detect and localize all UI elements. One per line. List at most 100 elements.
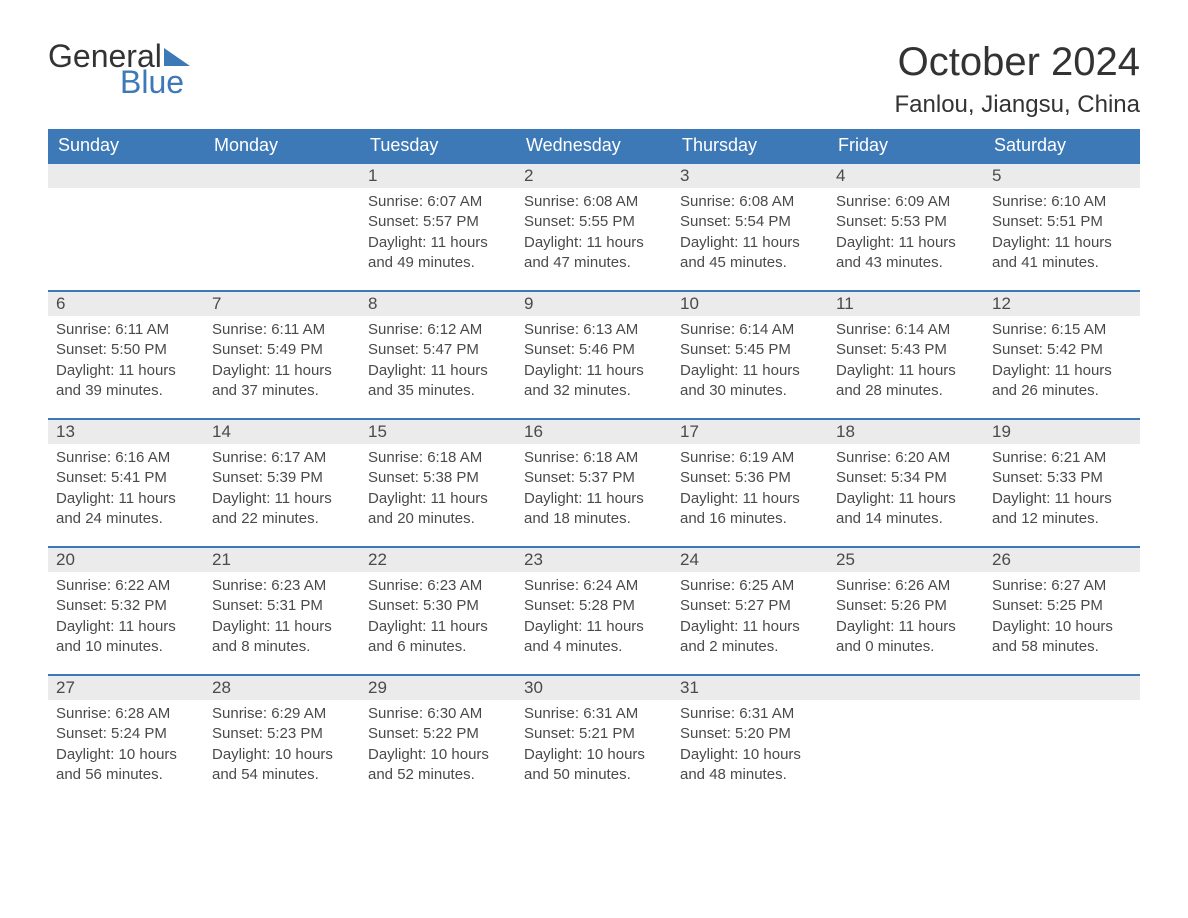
day-number: 21 xyxy=(204,548,360,572)
day-body: Sunrise: 6:17 AMSunset: 5:39 PMDaylight:… xyxy=(204,444,360,539)
day-number: 1 xyxy=(360,164,516,188)
sunset-line: Sunset: 5:27 PM xyxy=(680,596,820,616)
sunset-line: Sunset: 5:53 PM xyxy=(836,212,976,232)
day-cell: 20Sunrise: 6:22 AMSunset: 5:32 PMDayligh… xyxy=(48,548,204,674)
dow-cell: Saturday xyxy=(984,129,1140,162)
sunrise-line: Sunrise: 6:25 AM xyxy=(680,576,820,596)
sunset-line: Sunset: 5:37 PM xyxy=(524,468,664,488)
day-cell: 29Sunrise: 6:30 AMSunset: 5:22 PMDayligh… xyxy=(360,676,516,802)
day-number: 3 xyxy=(672,164,828,188)
day-number: 6 xyxy=(48,292,204,316)
dow-cell: Monday xyxy=(204,129,360,162)
day-cell: 18Sunrise: 6:20 AMSunset: 5:34 PMDayligh… xyxy=(828,420,984,546)
sunset-line: Sunset: 5:28 PM xyxy=(524,596,664,616)
day-cell xyxy=(48,164,204,290)
dow-cell: Friday xyxy=(828,129,984,162)
day-body: Sunrise: 6:23 AMSunset: 5:30 PMDaylight:… xyxy=(360,572,516,667)
day-cell: 8Sunrise: 6:12 AMSunset: 5:47 PMDaylight… xyxy=(360,292,516,418)
sunrise-line: Sunrise: 6:16 AM xyxy=(56,448,196,468)
sunrise-line: Sunrise: 6:11 AM xyxy=(212,320,352,340)
week-row: 13Sunrise: 6:16 AMSunset: 5:41 PMDayligh… xyxy=(48,418,1140,546)
day-cell: 4Sunrise: 6:09 AMSunset: 5:53 PMDaylight… xyxy=(828,164,984,290)
sunrise-line: Sunrise: 6:14 AM xyxy=(836,320,976,340)
day-number: 27 xyxy=(48,676,204,700)
sunset-line: Sunset: 5:31 PM xyxy=(212,596,352,616)
day-body: Sunrise: 6:25 AMSunset: 5:27 PMDaylight:… xyxy=(672,572,828,667)
day-body: Sunrise: 6:31 AMSunset: 5:20 PMDaylight:… xyxy=(672,700,828,795)
sunset-line: Sunset: 5:41 PM xyxy=(56,468,196,488)
day-number: 28 xyxy=(204,676,360,700)
day-cell: 19Sunrise: 6:21 AMSunset: 5:33 PMDayligh… xyxy=(984,420,1140,546)
daylight-line: Daylight: 11 hours and 35 minutes. xyxy=(368,361,508,402)
day-cell xyxy=(828,676,984,802)
month-title: October 2024 xyxy=(895,40,1140,85)
sunset-line: Sunset: 5:22 PM xyxy=(368,724,508,744)
day-number: 20 xyxy=(48,548,204,572)
daylight-line: Daylight: 11 hours and 37 minutes. xyxy=(212,361,352,402)
daylight-line: Daylight: 11 hours and 22 minutes. xyxy=(212,489,352,530)
sunrise-line: Sunrise: 6:24 AM xyxy=(524,576,664,596)
sunset-line: Sunset: 5:46 PM xyxy=(524,340,664,360)
week-row: 27Sunrise: 6:28 AMSunset: 5:24 PMDayligh… xyxy=(48,674,1140,802)
day-cell: 30Sunrise: 6:31 AMSunset: 5:21 PMDayligh… xyxy=(516,676,672,802)
daylight-line: Daylight: 11 hours and 49 minutes. xyxy=(368,233,508,274)
day-body: Sunrise: 6:27 AMSunset: 5:25 PMDaylight:… xyxy=(984,572,1140,667)
day-cell: 21 Sunrise: 6:23 AMSunset: 5:31 PMDayligh… xyxy=(204,548,360,674)
day-number: 12 xyxy=(984,292,1140,316)
sunset-line: Sunset: 5:55 PM xyxy=(524,212,664,232)
day-body: Sunrise: 6:24 AMSunset: 5:28 PMDaylight:… xyxy=(516,572,672,667)
daylight-line: Daylight: 11 hours and 39 minutes. xyxy=(56,361,196,402)
daylight-line: Daylight: 11 hours and 43 minutes. xyxy=(836,233,976,274)
day-body: Sunrise: 6:14 AMSunset: 5:45 PMDaylight:… xyxy=(672,316,828,411)
day-number xyxy=(828,676,984,700)
day-body: Sunrise: 6:10 AMSunset: 5:51 PMDaylight:… xyxy=(984,188,1140,283)
day-body: Sunrise: 6:16 AMSunset: 5:41 PMDaylight:… xyxy=(48,444,204,539)
sunrise-line: Sunrise: 6:10 AM xyxy=(992,192,1132,212)
daylight-line: Daylight: 11 hours and 2 minutes. xyxy=(680,617,820,658)
sunset-line: Sunset: 5:36 PM xyxy=(680,468,820,488)
day-number: 11 xyxy=(828,292,984,316)
daylight-line: Daylight: 10 hours and 52 minutes. xyxy=(368,745,508,786)
title-block: October 2024 Fanlou, Jiangsu, China xyxy=(895,40,1140,119)
day-number: 19 xyxy=(984,420,1140,444)
sunset-line: Sunset: 5:45 PM xyxy=(680,340,820,360)
day-number: 2 xyxy=(516,164,672,188)
logo-word-blue: Blue xyxy=(120,66,190,98)
daylight-line: Daylight: 11 hours and 24 minutes. xyxy=(56,489,196,530)
day-number: 31 xyxy=(672,676,828,700)
sunset-line: Sunset: 5:20 PM xyxy=(680,724,820,744)
day-number: 18 xyxy=(828,420,984,444)
sunset-line: Sunset: 5:24 PM xyxy=(56,724,196,744)
day-body: Sunrise: 6:18 AMSunset: 5:38 PMDaylight:… xyxy=(360,444,516,539)
sunrise-line: Sunrise: 6:26 AM xyxy=(836,576,976,596)
location-subtitle: Fanlou, Jiangsu, China xyxy=(895,91,1140,119)
daylight-line: Daylight: 11 hours and 8 minutes. xyxy=(212,617,352,658)
sunset-line: Sunset: 5:23 PM xyxy=(212,724,352,744)
day-body: Sunrise: 6:18 AMSunset: 5:37 PMDaylight:… xyxy=(516,444,672,539)
day-cell: 13Sunrise: 6:16 AMSunset: 5:41 PMDayligh… xyxy=(48,420,204,546)
day-number: 15 xyxy=(360,420,516,444)
day-body: Sunrise: 6:14 AMSunset: 5:43 PMDaylight:… xyxy=(828,316,984,411)
day-cell: 24Sunrise: 6:25 AMSunset: 5:27 PMDayligh… xyxy=(672,548,828,674)
week-row: 6Sunrise: 6:11 AMSunset: 5:50 PMDaylight… xyxy=(48,290,1140,418)
day-body: Sunrise: 6:11 AMSunset: 5:50 PMDaylight:… xyxy=(48,316,204,411)
day-cell: 16Sunrise: 6:18 AMSunset: 5:37 PMDayligh… xyxy=(516,420,672,546)
sunrise-line: Sunrise: 6:07 AM xyxy=(368,192,508,212)
day-cell: 27Sunrise: 6:28 AMSunset: 5:24 PMDayligh… xyxy=(48,676,204,802)
dow-cell: Wednesday xyxy=(516,129,672,162)
sunrise-line: Sunrise: 6:14 AM xyxy=(680,320,820,340)
day-cell: 28Sunrise: 6:29 AMSunset: 5:23 PMDayligh… xyxy=(204,676,360,802)
day-number: 14 xyxy=(204,420,360,444)
sunrise-line: Sunrise: 6:23 AM xyxy=(212,576,352,596)
day-cell: 17Sunrise: 6:19 AMSunset: 5:36 PMDayligh… xyxy=(672,420,828,546)
sunset-line: Sunset: 5:47 PM xyxy=(368,340,508,360)
day-body: Sunrise: 6:11 AMSunset: 5:49 PMDaylight:… xyxy=(204,316,360,411)
daylight-line: Daylight: 11 hours and 30 minutes. xyxy=(680,361,820,402)
day-number: 13 xyxy=(48,420,204,444)
day-body: Sunrise: 6:30 AMSunset: 5:22 PMDaylight:… xyxy=(360,700,516,795)
sunset-line: Sunset: 5:57 PM xyxy=(368,212,508,232)
day-cell: 3Sunrise: 6:08 AMSunset: 5:54 PMDaylight… xyxy=(672,164,828,290)
day-number: 30 xyxy=(516,676,672,700)
sunrise-line: Sunrise: 6:21 AM xyxy=(992,448,1132,468)
day-cell: 11Sunrise: 6:14 AMSunset: 5:43 PMDayligh… xyxy=(828,292,984,418)
